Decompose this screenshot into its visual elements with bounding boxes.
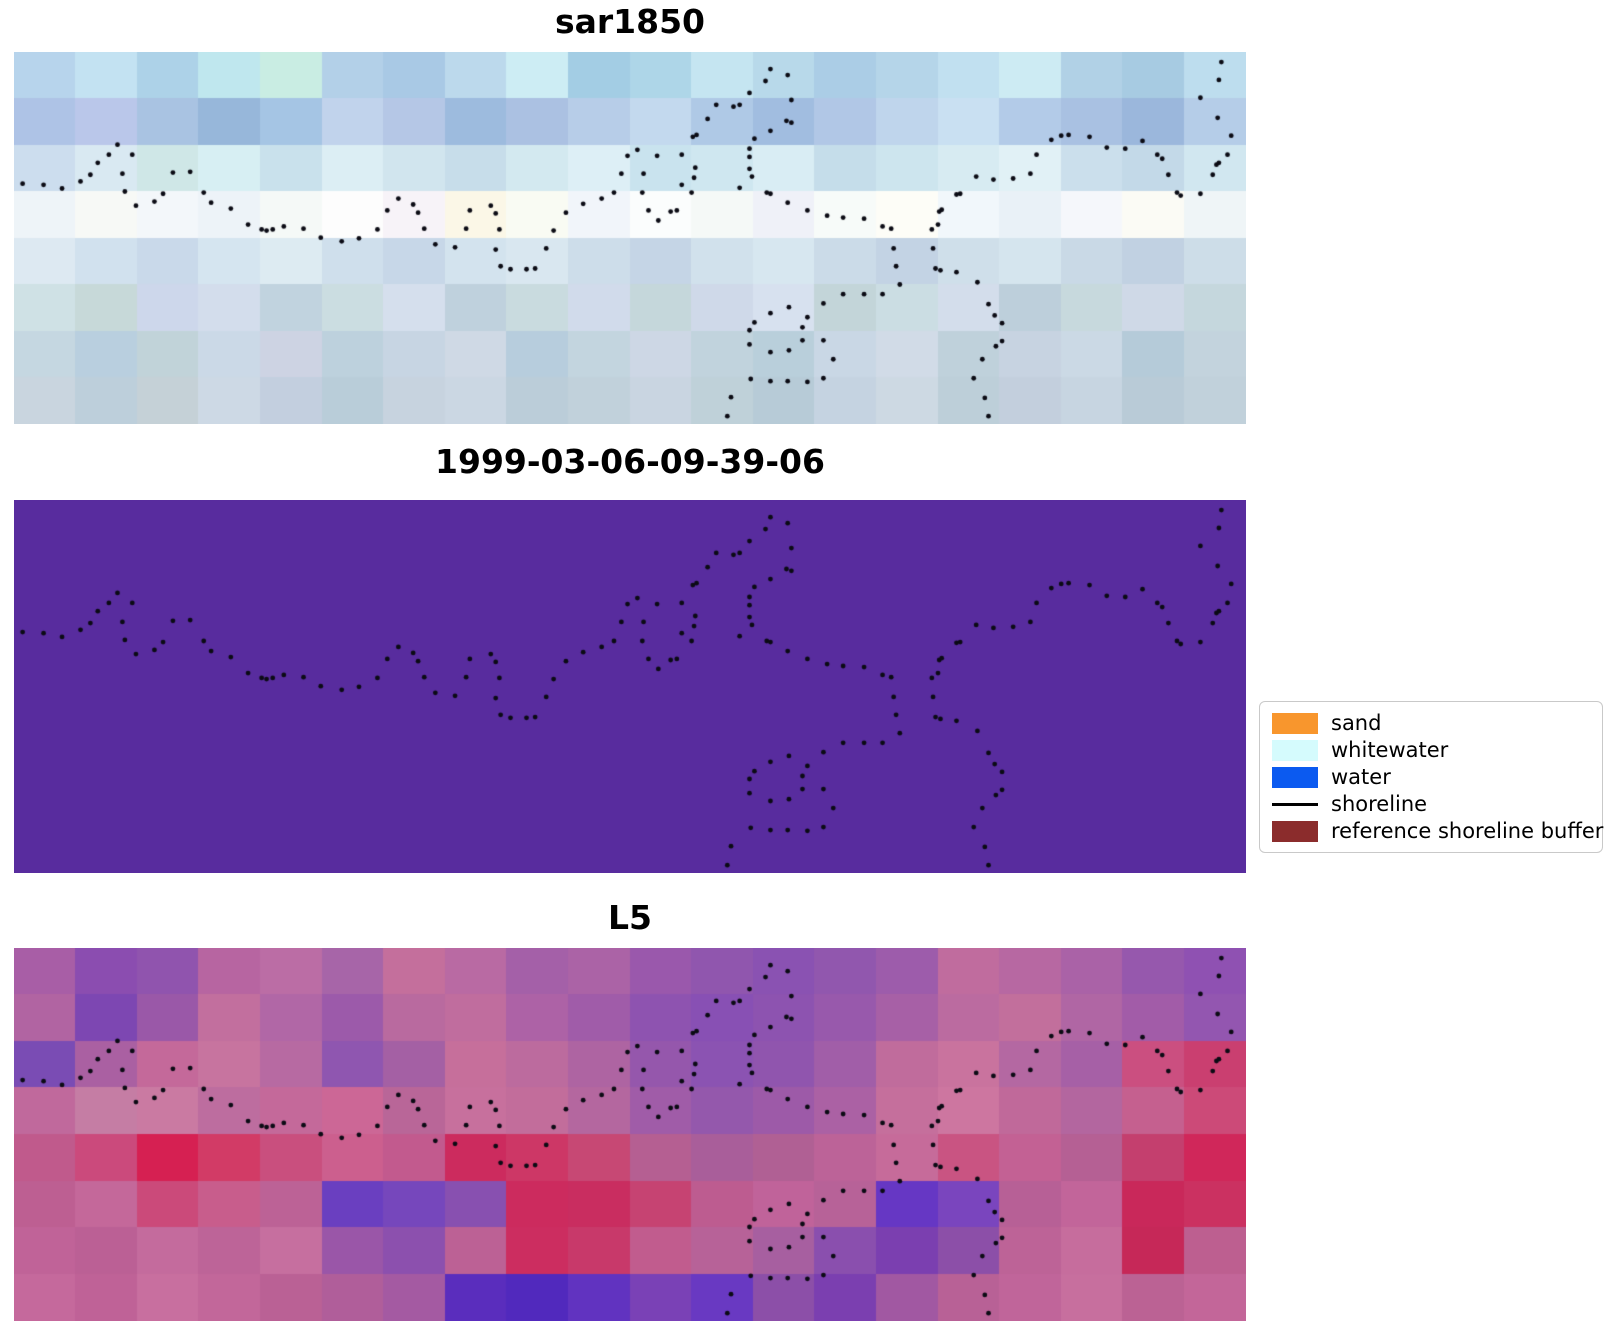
panel-title-sar1850: sar1850 (554, 2, 706, 41)
legend-item-shoreline: shoreline (1272, 791, 1592, 817)
reference-shoreline-buffer-swatch (1272, 820, 1318, 842)
shoreline-line-swatch (1272, 802, 1318, 806)
legend-item-reference-shoreline-buffer: reference shoreline buffer (1272, 818, 1603, 844)
sand-color-swatch (1272, 712, 1318, 734)
panel-title-l5: L5 (608, 898, 652, 937)
legend-label-shoreline: shoreline (1331, 792, 1428, 816)
panel-image-sar1850 (14, 52, 1246, 424)
legend-item-whitewater: whitewater (1272, 737, 1592, 763)
panel-title-date: 1999-03-06-09-39-06 (435, 442, 825, 481)
whitewater-color-swatch (1272, 739, 1318, 761)
legend-label-whitewater: whitewater (1331, 738, 1449, 762)
panel-image-classified (14, 500, 1246, 873)
legend-label-water: water (1331, 765, 1391, 789)
water-color-swatch (1272, 766, 1318, 788)
legend-label-sand: sand (1331, 711, 1382, 735)
legend: sand whitewater water shoreline referenc… (1259, 701, 1603, 853)
panel-image-l5 (14, 948, 1246, 1321)
legend-item-sand: sand (1272, 710, 1592, 736)
legend-label-reference-shoreline-buffer: reference shoreline buffer (1331, 819, 1604, 843)
legend-item-water: water (1272, 764, 1592, 790)
